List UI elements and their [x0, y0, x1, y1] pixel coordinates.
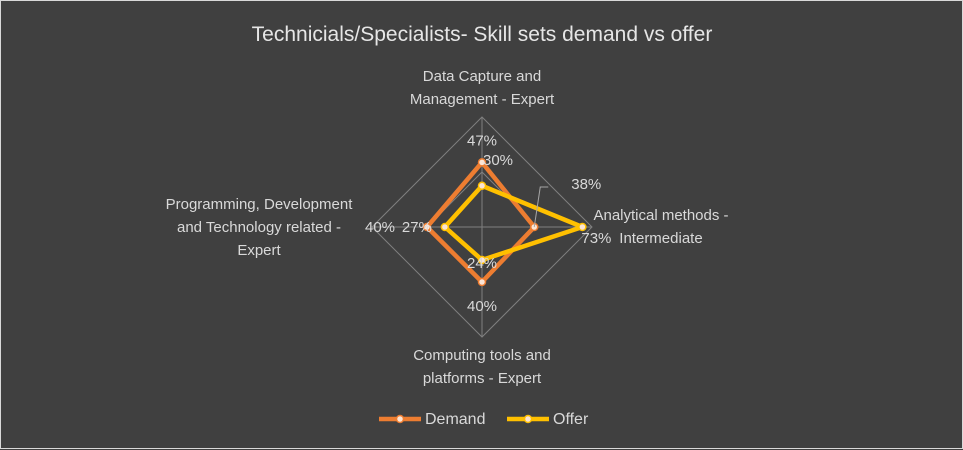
category-label-3: Programming, Development and Technology r…	[166, 196, 354, 259]
data-labels: 47% 38% 40% 40% 30% 73% 24% 27%	[365, 132, 611, 315]
legend-label-offer: Offer	[553, 411, 589, 428]
data-label-demand-3: 40%	[365, 219, 395, 236]
category-label-0: Data Capture and Management - Expert	[410, 68, 555, 108]
data-point-offer-2	[477, 255, 487, 265]
legend-marker-offer	[523, 414, 533, 424]
data-point-demand-3	[422, 222, 432, 232]
data-label-offer-1: 73%	[581, 230, 611, 247]
data-label-demand-2: 40%	[467, 298, 497, 315]
data-label-demand-0: 47%	[467, 132, 497, 149]
legend-marker-demand	[395, 414, 405, 424]
data-point-offer-0	[477, 181, 487, 190]
legend-label-demand: Demand	[425, 411, 485, 428]
data-label-offer-2: 24%	[467, 255, 497, 272]
data-label-offer-0: 30%	[483, 152, 513, 169]
legend: Demand Offer	[379, 411, 589, 428]
data-point-offer-1	[578, 222, 587, 232]
series-layer	[422, 158, 587, 287]
category-label-2: Computing tools and platforms - Expert	[413, 347, 551, 387]
data-label-offer-3: 27%	[402, 219, 432, 236]
chart-title: Technicials/Specialists- Skill sets dema…	[252, 23, 713, 46]
category-label-1: Analytical methods -Intermediate	[593, 207, 728, 247]
data-point-demand-2	[477, 277, 487, 287]
data-label-demand-1: 38%	[571, 176, 601, 193]
data-point-demand-0	[477, 158, 487, 167]
category-labels: Data Capture and Management - Expert Analy…	[166, 68, 729, 387]
leader-line	[533, 186, 549, 228]
data-point-offer-3	[440, 222, 450, 232]
